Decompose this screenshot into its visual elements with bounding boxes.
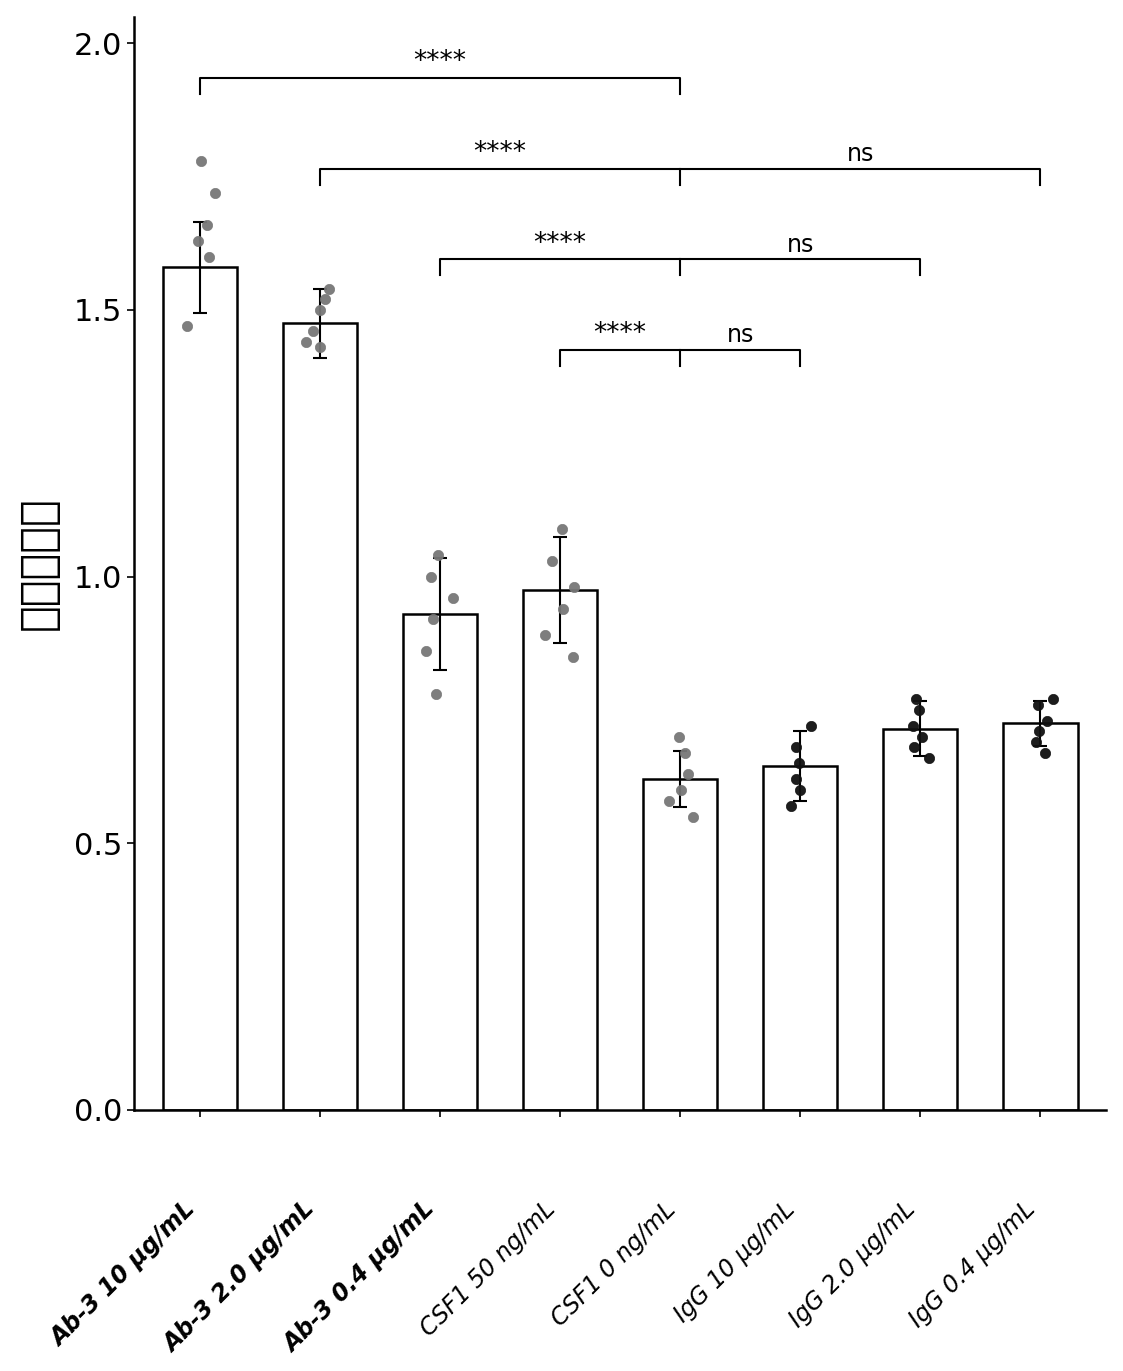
Text: IgG 10 μg/mL: IgG 10 μg/mL (670, 1197, 801, 1327)
Point (1028, 731, 1046, 753)
Point (198, 214, 216, 236)
Point (565, 646, 583, 668)
Bar (642, 779, 718, 1109)
Text: ****: **** (413, 49, 466, 75)
Point (672, 779, 690, 801)
Bar (1003, 724, 1077, 1109)
Point (670, 725, 688, 747)
Point (1029, 694, 1047, 716)
Point (679, 762, 697, 784)
Point (554, 598, 572, 620)
Point (536, 624, 554, 646)
Point (802, 714, 820, 736)
Point (684, 806, 702, 828)
Point (905, 736, 923, 758)
Point (427, 683, 445, 705)
Point (791, 779, 809, 801)
Point (298, 330, 316, 352)
Point (920, 747, 938, 769)
Point (906, 688, 924, 710)
Text: IgG 2.0 μg/mL: IgG 2.0 μg/mL (785, 1197, 920, 1333)
Point (429, 544, 447, 566)
Point (787, 768, 805, 790)
Point (542, 550, 560, 572)
Text: CSF1 50 ng/mL: CSF1 50 ng/mL (416, 1197, 560, 1341)
Point (303, 321, 321, 343)
Point (444, 587, 462, 609)
Point (1030, 720, 1048, 742)
Bar (883, 728, 958, 1109)
Point (904, 714, 922, 736)
Point (177, 315, 195, 337)
Text: Ab-3 2.0 μg/mL: Ab-3 2.0 μg/mL (159, 1197, 320, 1357)
Point (791, 753, 809, 775)
Bar (403, 614, 477, 1109)
Point (189, 230, 207, 252)
Point (422, 566, 440, 588)
Text: ****: **** (533, 230, 586, 256)
Text: CSF1 0 ng/mL: CSF1 0 ng/mL (547, 1197, 681, 1331)
Point (418, 640, 436, 662)
Point (424, 609, 442, 631)
Text: Ab-3 0.4 μg/mL: Ab-3 0.4 μg/mL (280, 1197, 440, 1357)
Point (787, 736, 805, 758)
Point (1044, 688, 1062, 710)
Point (782, 795, 800, 817)
Point (1038, 710, 1056, 732)
Bar (283, 324, 357, 1109)
Text: ns: ns (847, 143, 874, 166)
Bar (763, 766, 838, 1109)
Point (311, 336, 329, 358)
Point (676, 742, 694, 764)
Text: ****: **** (474, 140, 527, 166)
Text: ns: ns (786, 233, 814, 256)
Point (192, 149, 210, 171)
Text: Ab-3 10 μg/mL: Ab-3 10 μg/mL (46, 1197, 200, 1350)
Point (659, 790, 677, 812)
Point (1037, 742, 1054, 764)
Point (206, 182, 223, 204)
Text: ns: ns (727, 324, 754, 347)
Bar (163, 267, 237, 1109)
Point (311, 299, 329, 321)
Point (200, 245, 218, 267)
Point (320, 278, 338, 300)
Bar (523, 590, 597, 1109)
Point (910, 699, 928, 721)
Point (913, 725, 931, 747)
Text: IgG 0.4 μg/mL: IgG 0.4 μg/mL (905, 1197, 1040, 1333)
Point (565, 576, 583, 598)
Point (317, 288, 335, 310)
Y-axis label: 归一化融合: 归一化融合 (17, 496, 60, 631)
Point (553, 518, 570, 540)
Text: ****: **** (594, 321, 647, 347)
